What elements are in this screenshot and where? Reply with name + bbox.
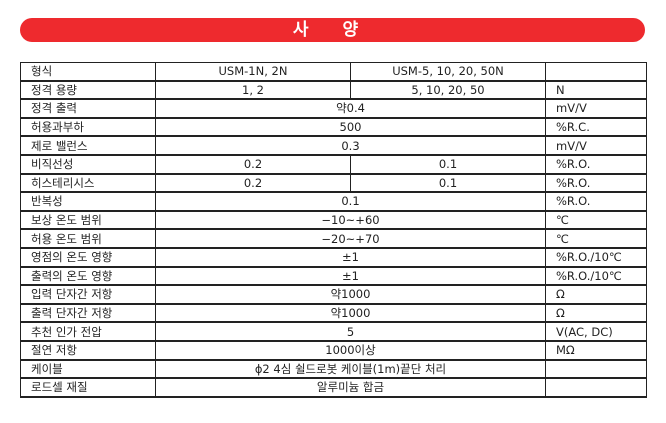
table-row: 보상 온도 범위 −10~+60 ℃ bbox=[20, 210, 647, 230]
header-unit bbox=[545, 61, 647, 82]
table-row: 케이블 ϕ2 4심 쉴드로봇 케이블(1m)끝단 처리 bbox=[20, 359, 647, 379]
row-value: 5 bbox=[155, 321, 546, 342]
row-value: 약1000 bbox=[155, 284, 546, 305]
table-row: 반복성 0.1 %R.O. bbox=[20, 191, 647, 212]
row-value: −20~+70 bbox=[155, 228, 546, 249]
table-row: 로드셀 재질 알루미늄 합금 bbox=[20, 377, 647, 398]
row-value: ϕ2 4심 쉴드로봇 케이블(1m)끝단 처리 bbox=[155, 359, 546, 379]
row-label: 입력 단자간 저항 bbox=[20, 284, 156, 305]
row-value: 알루미늄 합금 bbox=[155, 377, 546, 398]
header-model-a: USM-1N, 2N bbox=[155, 61, 351, 82]
row-label: 제로 밸런스 bbox=[20, 135, 156, 156]
table-row: 제로 밸런스 0.3 mV/V bbox=[20, 135, 647, 156]
row-label: 영점의 온도 영향 bbox=[20, 247, 156, 268]
row-value: ±1 bbox=[155, 247, 546, 268]
table-row: 허용 온도 범위 −20~+70 ℃ bbox=[20, 228, 647, 249]
row-label: 추천 인가 전압 bbox=[20, 321, 156, 342]
row-value: 0.3 bbox=[155, 135, 546, 156]
row-unit: %R.O. bbox=[545, 154, 647, 175]
row-unit: %R.O. bbox=[545, 191, 647, 212]
table-header-row: 형식 USM-1N, 2N USM-5, 10, 20, 50N bbox=[20, 61, 647, 82]
row-unit: V(AC, DC) bbox=[545, 321, 647, 342]
header-label: 형식 bbox=[20, 61, 156, 82]
spec-table: 형식 USM-1N, 2N USM-5, 10, 20, 50N 정격 용량 1,… bbox=[20, 61, 647, 398]
row-label: 정격 출력 bbox=[20, 98, 156, 119]
row-unit: mV/V bbox=[545, 98, 647, 119]
row-value: 1000이상 bbox=[155, 340, 546, 360]
row-value-a: 1, 2 bbox=[155, 80, 351, 100]
row-value-b: 0.1 bbox=[350, 173, 546, 193]
table-row: 정격 출력 약0.4 mV/V bbox=[20, 98, 647, 119]
table-row: 비직선성 0.2 0.1 %R.O. bbox=[20, 154, 647, 175]
row-label: 출력 단자간 저항 bbox=[20, 303, 156, 323]
row-unit: mV/V bbox=[545, 135, 647, 156]
row-label: 허용 온도 범위 bbox=[20, 228, 156, 249]
row-label: 반복성 bbox=[20, 191, 156, 212]
row-unit: Ω bbox=[545, 303, 647, 323]
header-model-b: USM-5, 10, 20, 50N bbox=[350, 61, 546, 82]
table-row: 히스테리시스 0.2 0.1 %R.O. bbox=[20, 173, 647, 193]
row-value-b: 0.1 bbox=[350, 154, 546, 175]
row-label: 로드셀 재질 bbox=[20, 377, 156, 398]
table-row: 입력 단자간 저항 약1000 Ω bbox=[20, 284, 647, 305]
row-label: 정격 용량 bbox=[20, 80, 156, 100]
row-value: 500 bbox=[155, 117, 546, 137]
row-unit bbox=[545, 359, 647, 379]
row-label: 케이블 bbox=[20, 359, 156, 379]
row-label: 보상 온도 범위 bbox=[20, 210, 156, 230]
row-label: 허용과부하 bbox=[20, 117, 156, 137]
spec-title-banner: 사 양 bbox=[20, 18, 645, 42]
row-unit: ℃ bbox=[545, 228, 647, 249]
table-row: 추천 인가 전압 5 V(AC, DC) bbox=[20, 321, 647, 342]
row-unit: %R.C. bbox=[545, 117, 647, 137]
row-value: ±1 bbox=[155, 266, 546, 286]
row-value-a: 0.2 bbox=[155, 154, 351, 175]
row-unit: N bbox=[545, 80, 647, 100]
row-label: 출력의 온도 영향 bbox=[20, 266, 156, 286]
row-value: −10~+60 bbox=[155, 210, 546, 230]
table-row: 영점의 온도 영향 ±1 %R.O./10℃ bbox=[20, 247, 647, 268]
row-value-a: 0.2 bbox=[155, 173, 351, 193]
row-value: 약1000 bbox=[155, 303, 546, 323]
row-value: 약0.4 bbox=[155, 98, 546, 119]
table-row: 허용과부하 500 %R.C. bbox=[20, 117, 647, 137]
row-unit: Ω bbox=[545, 284, 647, 305]
row-unit: %R.O./10℃ bbox=[545, 266, 647, 286]
row-unit: %R.O. bbox=[545, 173, 647, 193]
row-unit: MΩ bbox=[545, 340, 647, 360]
row-unit bbox=[545, 377, 647, 398]
row-label: 히스테리시스 bbox=[20, 173, 156, 193]
row-unit: ℃ bbox=[545, 210, 647, 230]
row-value: 0.1 bbox=[155, 191, 546, 212]
row-label: 비직선성 bbox=[20, 154, 156, 175]
row-value-b: 5, 10, 20, 50 bbox=[350, 80, 546, 100]
table-row: 절연 저항 1000이상 MΩ bbox=[20, 340, 647, 360]
table-row: 출력의 온도 영향 ±1 %R.O./10℃ bbox=[20, 266, 647, 286]
row-unit: %R.O./10℃ bbox=[545, 247, 647, 268]
table-row: 정격 용량 1, 2 5, 10, 20, 50 N bbox=[20, 80, 647, 100]
row-label: 절연 저항 bbox=[20, 340, 156, 360]
table-row: 출력 단자간 저항 약1000 Ω bbox=[20, 303, 647, 323]
